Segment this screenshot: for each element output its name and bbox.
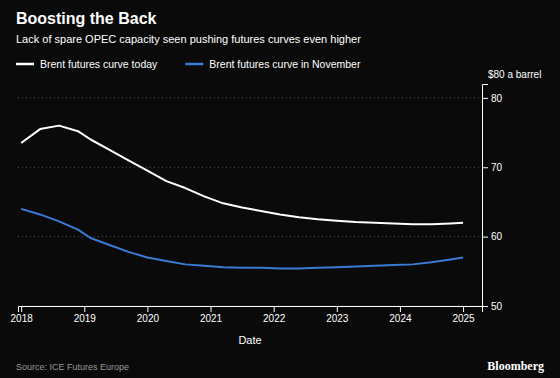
y-tick-label: 80 (491, 93, 503, 104)
x-tick-label: 2025 (452, 313, 475, 324)
annotation: $80 a barrel (488, 69, 541, 80)
series-line (21, 126, 463, 225)
x-tick-mark (337, 306, 338, 312)
x-tick: 2020 (137, 306, 160, 324)
x-tick-label: 2023 (326, 313, 349, 324)
y-tick-mark (482, 306, 488, 307)
y-axis: 50 60 70 80 (482, 85, 503, 312)
grid (18, 98, 482, 306)
x-tick: 2021 (200, 306, 223, 324)
legend-swatch (16, 63, 34, 66)
y-tick-label: 50 (491, 301, 503, 312)
legend: Brent futures curve today Brent futures c… (16, 58, 361, 70)
y-tick: 80 (482, 93, 503, 104)
x-tick-mark (84, 306, 85, 312)
grid-line (18, 97, 482, 98)
x-tick-mark (400, 306, 401, 312)
x-axis-line (19, 307, 483, 313)
chart-svg: Boosting the Back Lack of spare OPEC capa… (0, 0, 560, 378)
x-tick-mark (463, 306, 464, 312)
x-tick-label: 2024 (389, 313, 412, 324)
legend-swatch (185, 63, 203, 66)
x-tick-mark (147, 306, 148, 312)
x-tick-mark (211, 306, 212, 312)
y-tick-mark (482, 98, 488, 99)
y-tick: 60 (482, 231, 503, 242)
x-tick: 2023 (326, 306, 349, 324)
y-axis-line (483, 85, 489, 307)
legend-label: Brent futures curve today (40, 58, 158, 70)
x-tick-label: 2020 (137, 313, 160, 324)
x-tick: 2024 (389, 306, 412, 324)
legend-item: Brent futures curve today (16, 58, 158, 70)
credit: Bloomberg (487, 359, 544, 373)
y-tick: 70 (482, 162, 503, 173)
x-tick-mark (274, 306, 275, 312)
title: Boosting the Back (16, 10, 157, 27)
legend-item: Brent futures curve in November (185, 58, 361, 70)
legend-label: Brent futures curve in November (209, 58, 361, 70)
y-tick-mark (482, 237, 488, 238)
x-axis: 2018 2019 2020 2021 2022 2023 2024 2025 (11, 306, 483, 324)
background (0, 0, 560, 378)
x-tick-label: 2021 (200, 313, 223, 324)
x-tick-label: 2018 (11, 313, 34, 324)
grid-line (18, 167, 482, 168)
y-tick-mark (482, 167, 488, 168)
x-tick: 2019 (74, 306, 97, 324)
x-tick-label: 2022 (263, 313, 286, 324)
x-tick: 2025 (452, 306, 475, 324)
series-line (21, 209, 463, 269)
y-tick: 50 (482, 301, 503, 312)
x-tick: 2022 (263, 306, 286, 324)
plot-area (21, 126, 463, 269)
x-axis-title: Date (238, 334, 261, 346)
source: Source: ICE Futures Europe (16, 362, 129, 372)
y-tick-label: 60 (491, 231, 503, 242)
y-tick-label: 70 (491, 162, 503, 173)
x-tick-label: 2019 (74, 313, 97, 324)
chart-container: Boosting the Back Lack of spare OPEC capa… (0, 0, 560, 378)
x-tick: 2018 (11, 306, 34, 324)
x-tick-mark (21, 306, 22, 312)
subtitle: Lack of spare OPEC capacity seen pushing… (16, 33, 361, 45)
